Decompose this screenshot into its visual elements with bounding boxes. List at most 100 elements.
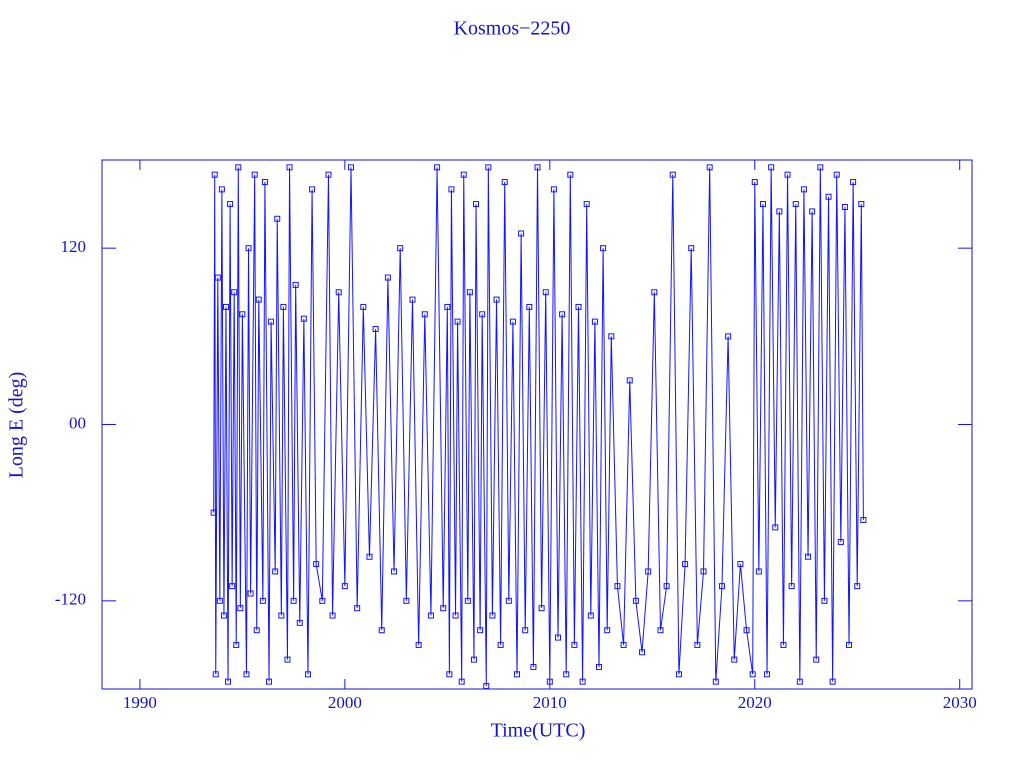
data-point [657, 627, 664, 634]
data-point [434, 164, 441, 171]
data-point [485, 164, 492, 171]
data-point [290, 597, 297, 604]
data-point [669, 171, 676, 178]
data-point [751, 179, 758, 186]
data-point [268, 318, 275, 325]
data-point [233, 641, 240, 648]
data-point [759, 201, 766, 208]
data-point [319, 597, 326, 604]
data-point [639, 649, 646, 656]
data-point [608, 333, 615, 340]
data-point [792, 201, 799, 208]
data-point [341, 583, 348, 590]
data-point [538, 605, 545, 612]
data-point [776, 208, 783, 215]
data-point [473, 201, 480, 208]
data-point [372, 325, 379, 332]
x-tick-label: 2000 [328, 693, 362, 712]
data-point [675, 671, 682, 678]
data-point [235, 164, 242, 171]
data-point [706, 164, 713, 171]
data-point [212, 671, 219, 678]
y-tick-label: -120 [55, 590, 86, 609]
data-point [464, 597, 471, 604]
data-point [280, 303, 287, 310]
data-point [788, 583, 795, 590]
data-point [694, 641, 701, 648]
data-point [620, 641, 627, 648]
data-point [591, 318, 598, 325]
data-point [253, 627, 260, 634]
data-point [833, 171, 840, 178]
data-point [444, 303, 451, 310]
data-point [259, 597, 266, 604]
data-point [415, 641, 422, 648]
data-point [749, 671, 756, 678]
data-point [567, 171, 574, 178]
data-point [550, 186, 557, 193]
data-point [737, 561, 744, 568]
data-point [325, 171, 332, 178]
data-point [825, 193, 832, 200]
data-point [712, 678, 719, 685]
data-point [222, 303, 229, 310]
data-point [575, 303, 582, 310]
data-point [274, 215, 281, 222]
data-point [477, 627, 484, 634]
data-point [555, 634, 562, 641]
data-point [229, 583, 236, 590]
data-point [427, 612, 434, 619]
data-point [460, 171, 467, 178]
data-point [850, 179, 857, 186]
data-point [211, 171, 218, 178]
data-point [403, 597, 410, 604]
data-point [497, 641, 504, 648]
data-point [821, 597, 828, 604]
y-tick-label: 00 [69, 413, 86, 432]
data-point [559, 311, 566, 318]
data-point [231, 289, 238, 296]
data-point [784, 171, 791, 178]
data-point [466, 289, 473, 296]
data-point [522, 627, 529, 634]
data-point [587, 612, 594, 619]
data-point [440, 605, 447, 612]
data-point [247, 590, 254, 597]
data-point [505, 597, 512, 604]
data-point [286, 164, 293, 171]
data-point [278, 612, 285, 619]
data-point [805, 553, 812, 560]
data-point [860, 517, 867, 524]
data-point [210, 509, 217, 516]
data-point [725, 333, 732, 340]
data-point [348, 164, 355, 171]
data-point [632, 597, 639, 604]
data-point [272, 568, 279, 575]
data-point [251, 171, 258, 178]
data-point [817, 164, 824, 171]
data-point [304, 671, 311, 678]
data-point [366, 553, 373, 560]
data-point [530, 663, 537, 670]
x-tick-label: 2020 [738, 693, 772, 712]
data-point [837, 539, 844, 546]
data-point [780, 641, 787, 648]
data-point [604, 627, 611, 634]
x-tick-label: 2030 [943, 693, 977, 712]
data-point [313, 561, 320, 568]
y-axis-label: Long E (deg) [6, 372, 28, 479]
data-point [800, 186, 807, 193]
data-point [682, 561, 689, 568]
data-point [509, 318, 516, 325]
data-point [360, 303, 367, 310]
data-point [796, 678, 803, 685]
data-point [772, 524, 779, 531]
data-point [595, 663, 602, 670]
data-point [284, 656, 291, 663]
data-point [446, 671, 453, 678]
data-point [448, 186, 455, 193]
data-point [829, 678, 836, 685]
data-point [579, 678, 586, 685]
data-point [452, 612, 459, 619]
data-point [245, 245, 252, 252]
